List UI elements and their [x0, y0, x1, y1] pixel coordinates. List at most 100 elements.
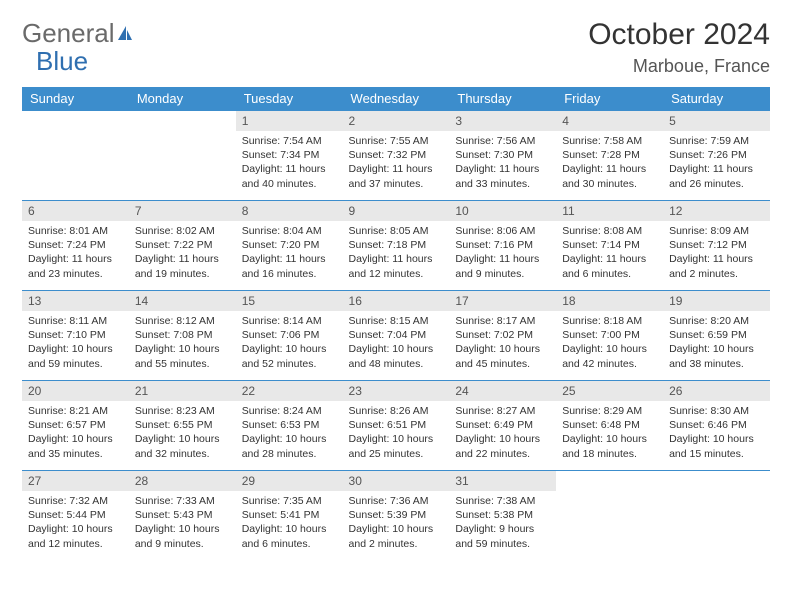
daylight-text: Daylight: 11 hours and 23 minutes. [28, 252, 123, 280]
sunset-text: Sunset: 5:39 PM [349, 508, 444, 522]
day-number: 17 [449, 291, 556, 311]
daylight-text: Daylight: 10 hours and 48 minutes. [349, 342, 444, 370]
calendar-week-row: 20Sunrise: 8:21 AMSunset: 6:57 PMDayligh… [22, 381, 770, 471]
sunset-text: Sunset: 6:48 PM [562, 418, 657, 432]
sunrise-text: Sunrise: 7:54 AM [242, 134, 337, 148]
calendar-day-cell: 6Sunrise: 8:01 AMSunset: 7:24 PMDaylight… [22, 201, 129, 291]
day-details: Sunrise: 7:35 AMSunset: 5:41 PMDaylight:… [236, 491, 343, 555]
daylight-text: Daylight: 11 hours and 19 minutes. [135, 252, 230, 280]
calendar-day-cell: 3Sunrise: 7:56 AMSunset: 7:30 PMDaylight… [449, 111, 556, 201]
sunset-text: Sunset: 7:14 PM [562, 238, 657, 252]
daylight-text: Daylight: 11 hours and 12 minutes. [349, 252, 444, 280]
day-number: 18 [556, 291, 663, 311]
daylight-text: Daylight: 10 hours and 32 minutes. [135, 432, 230, 460]
calendar-day-cell: 19Sunrise: 8:20 AMSunset: 6:59 PMDayligh… [663, 291, 770, 381]
sunset-text: Sunset: 7:26 PM [669, 148, 764, 162]
calendar-day-cell: 26Sunrise: 8:30 AMSunset: 6:46 PMDayligh… [663, 381, 770, 471]
calendar-day-cell: 28Sunrise: 7:33 AMSunset: 5:43 PMDayligh… [129, 471, 236, 561]
calendar-week-row: 13Sunrise: 8:11 AMSunset: 7:10 PMDayligh… [22, 291, 770, 381]
day-details: Sunrise: 8:17 AMSunset: 7:02 PMDaylight:… [449, 311, 556, 375]
sunrise-text: Sunrise: 7:35 AM [242, 494, 337, 508]
sunset-text: Sunset: 7:12 PM [669, 238, 764, 252]
day-number: 20 [22, 381, 129, 401]
day-number: 15 [236, 291, 343, 311]
sunrise-text: Sunrise: 8:14 AM [242, 314, 337, 328]
sunrise-text: Sunrise: 7:38 AM [455, 494, 550, 508]
sail-icon [116, 18, 134, 49]
calendar-day-cell [556, 471, 663, 561]
day-number: 2 [343, 111, 450, 131]
day-number: 12 [663, 201, 770, 221]
day-details: Sunrise: 8:14 AMSunset: 7:06 PMDaylight:… [236, 311, 343, 375]
day-details: Sunrise: 8:11 AMSunset: 7:10 PMDaylight:… [22, 311, 129, 375]
daylight-text: Daylight: 11 hours and 30 minutes. [562, 162, 657, 190]
sunrise-text: Sunrise: 8:23 AM [135, 404, 230, 418]
calendar-day-cell: 8Sunrise: 8:04 AMSunset: 7:20 PMDaylight… [236, 201, 343, 291]
day-details: Sunrise: 8:24 AMSunset: 6:53 PMDaylight:… [236, 401, 343, 465]
calendar-day-cell: 7Sunrise: 8:02 AMSunset: 7:22 PMDaylight… [129, 201, 236, 291]
calendar-day-cell: 1Sunrise: 7:54 AMSunset: 7:34 PMDaylight… [236, 111, 343, 201]
sunrise-text: Sunrise: 8:05 AM [349, 224, 444, 238]
sunset-text: Sunset: 7:04 PM [349, 328, 444, 342]
calendar-day-cell: 31Sunrise: 7:38 AMSunset: 5:38 PMDayligh… [449, 471, 556, 561]
day-details: Sunrise: 8:29 AMSunset: 6:48 PMDaylight:… [556, 401, 663, 465]
sunset-text: Sunset: 6:49 PM [455, 418, 550, 432]
day-number: 27 [22, 471, 129, 491]
day-number: 22 [236, 381, 343, 401]
sunrise-text: Sunrise: 8:06 AM [455, 224, 550, 238]
logo: General [22, 18, 136, 49]
calendar-day-cell: 11Sunrise: 8:08 AMSunset: 7:14 PMDayligh… [556, 201, 663, 291]
sunset-text: Sunset: 7:24 PM [28, 238, 123, 252]
sunset-text: Sunset: 7:16 PM [455, 238, 550, 252]
sunrise-text: Sunrise: 7:56 AM [455, 134, 550, 148]
sunset-text: Sunset: 7:30 PM [455, 148, 550, 162]
daylight-text: Daylight: 10 hours and 52 minutes. [242, 342, 337, 370]
sunset-text: Sunset: 6:55 PM [135, 418, 230, 432]
calendar-day-cell: 17Sunrise: 8:17 AMSunset: 7:02 PMDayligh… [449, 291, 556, 381]
day-number: 5 [663, 111, 770, 131]
sunrise-text: Sunrise: 7:32 AM [28, 494, 123, 508]
sunrise-text: Sunrise: 8:20 AM [669, 314, 764, 328]
weekday-header: Tuesday [236, 87, 343, 111]
sunrise-text: Sunrise: 8:26 AM [349, 404, 444, 418]
day-details: Sunrise: 7:55 AMSunset: 7:32 PMDaylight:… [343, 131, 450, 195]
sunset-text: Sunset: 7:22 PM [135, 238, 230, 252]
calendar-day-cell: 20Sunrise: 8:21 AMSunset: 6:57 PMDayligh… [22, 381, 129, 471]
calendar-day-cell: 18Sunrise: 8:18 AMSunset: 7:00 PMDayligh… [556, 291, 663, 381]
sunset-text: Sunset: 5:43 PM [135, 508, 230, 522]
day-number: 7 [129, 201, 236, 221]
logo-text-1: General [22, 18, 115, 49]
day-details: Sunrise: 8:02 AMSunset: 7:22 PMDaylight:… [129, 221, 236, 285]
daylight-text: Daylight: 10 hours and 59 minutes. [28, 342, 123, 370]
day-number: 30 [343, 471, 450, 491]
calendar-body: 1Sunrise: 7:54 AMSunset: 7:34 PMDaylight… [22, 111, 770, 561]
calendar-head: SundayMondayTuesdayWednesdayThursdayFrid… [22, 87, 770, 111]
day-details: Sunrise: 7:58 AMSunset: 7:28 PMDaylight:… [556, 131, 663, 195]
day-number: 11 [556, 201, 663, 221]
logo-text-2: Blue [36, 46, 88, 77]
day-number: 10 [449, 201, 556, 221]
calendar-day-cell: 27Sunrise: 7:32 AMSunset: 5:44 PMDayligh… [22, 471, 129, 561]
daylight-text: Daylight: 11 hours and 37 minutes. [349, 162, 444, 190]
day-details: Sunrise: 7:36 AMSunset: 5:39 PMDaylight:… [343, 491, 450, 555]
sunset-text: Sunset: 5:41 PM [242, 508, 337, 522]
location: Marboue, France [588, 56, 770, 77]
day-details: Sunrise: 8:05 AMSunset: 7:18 PMDaylight:… [343, 221, 450, 285]
sunset-text: Sunset: 6:57 PM [28, 418, 123, 432]
day-number: 23 [343, 381, 450, 401]
sunrise-text: Sunrise: 8:30 AM [669, 404, 764, 418]
daylight-text: Daylight: 10 hours and 35 minutes. [28, 432, 123, 460]
day-details: Sunrise: 7:32 AMSunset: 5:44 PMDaylight:… [22, 491, 129, 555]
day-details: Sunrise: 8:26 AMSunset: 6:51 PMDaylight:… [343, 401, 450, 465]
sunset-text: Sunset: 6:59 PM [669, 328, 764, 342]
daylight-text: Daylight: 10 hours and 15 minutes. [669, 432, 764, 460]
calendar-day-cell: 10Sunrise: 8:06 AMSunset: 7:16 PMDayligh… [449, 201, 556, 291]
sunrise-text: Sunrise: 7:59 AM [669, 134, 764, 148]
day-details: Sunrise: 7:54 AMSunset: 7:34 PMDaylight:… [236, 131, 343, 195]
calendar-day-cell [663, 471, 770, 561]
sunset-text: Sunset: 7:10 PM [28, 328, 123, 342]
calendar-day-cell [22, 111, 129, 201]
daylight-text: Daylight: 9 hours and 59 minutes. [455, 522, 550, 550]
daylight-text: Daylight: 10 hours and 18 minutes. [562, 432, 657, 460]
day-number: 26 [663, 381, 770, 401]
